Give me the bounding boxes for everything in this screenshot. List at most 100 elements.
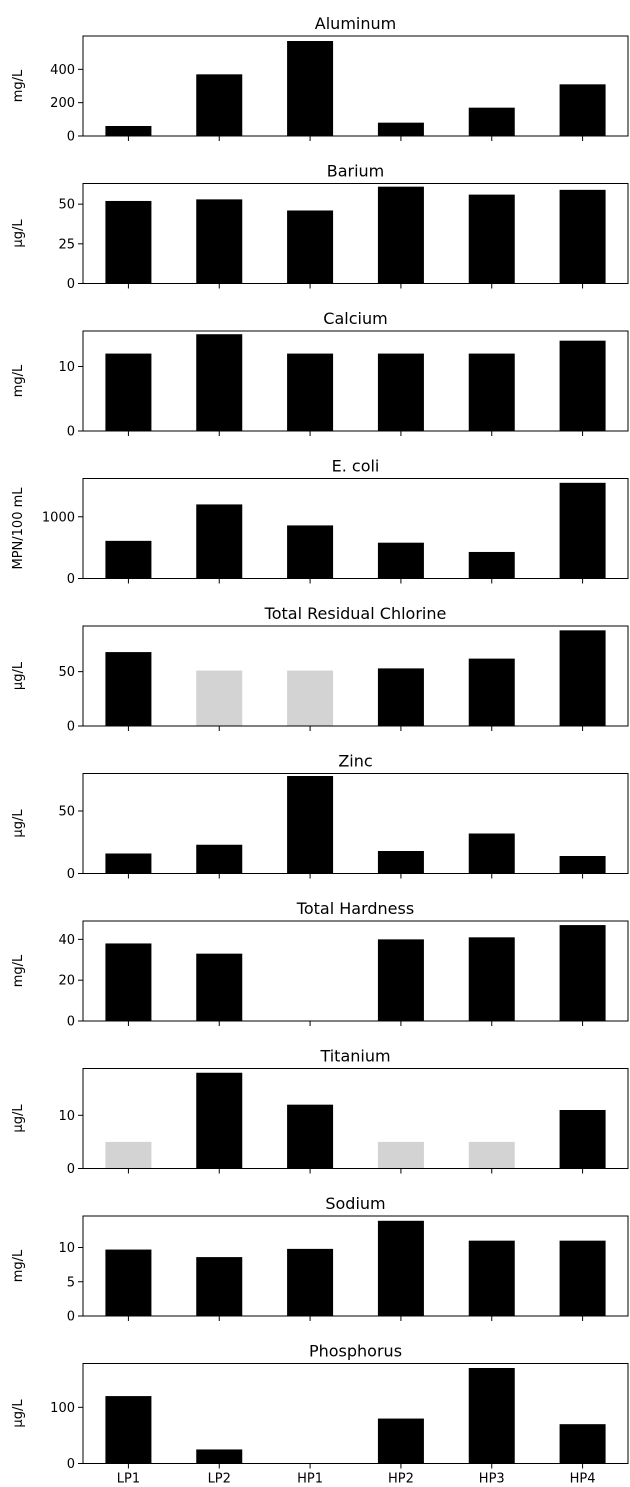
- bar: [105, 353, 152, 431]
- y-tick-label: 0: [67, 277, 75, 292]
- panel-title: Aluminum: [315, 14, 396, 33]
- bar: [377, 122, 424, 136]
- y-tick-label: 400: [50, 63, 75, 78]
- bar: [559, 925, 606, 1021]
- y-tick-label: 0: [67, 1015, 75, 1030]
- chart-panel: Aluminum 0 200 400 mg/L: [11, 14, 629, 145]
- bar: [559, 1109, 606, 1169]
- y-axis-label: μg/L: [11, 1399, 26, 1428]
- bar: [559, 340, 606, 431]
- bar-below-detection: [287, 670, 334, 726]
- panel-title: Sodium: [325, 1194, 385, 1213]
- x-tick-label: HP2: [388, 1472, 414, 1487]
- bar: [287, 210, 334, 284]
- bar: [287, 776, 334, 874]
- chart-panel: Total Residual Chlorine 0 50 μg/L: [11, 604, 629, 735]
- axes-frame: [82, 330, 629, 432]
- chart-panel: Total Hardness 0 20 40 mg/L: [11, 899, 629, 1030]
- y-axis-label: μg/L: [11, 1104, 26, 1133]
- bar: [287, 353, 334, 431]
- y-tick-label: 0: [67, 1457, 75, 1472]
- y-axis-label: μg/L: [11, 219, 26, 248]
- y-tick-label: 1000: [42, 510, 75, 525]
- y-tick-label: 50: [58, 805, 75, 820]
- y-tick-label: 25: [58, 237, 75, 252]
- bar: [196, 844, 243, 874]
- y-tick-label: 10: [58, 1241, 75, 1256]
- y-axis-label: mg/L: [11, 954, 26, 987]
- bar: [105, 853, 152, 874]
- y-tick-label: 0: [67, 1162, 75, 1177]
- bar: [196, 1449, 243, 1464]
- y-tick-label: 40: [58, 933, 75, 948]
- bar: [468, 107, 515, 136]
- axes-frame: [82, 625, 629, 727]
- bar: [105, 1396, 152, 1464]
- bar-below-detection: [377, 1141, 424, 1169]
- panel-title: Total Hardness: [296, 899, 414, 918]
- y-tick-label: 0: [67, 720, 75, 735]
- panel-title: Barium: [327, 162, 385, 181]
- bar: [468, 937, 515, 1021]
- bar: [196, 1072, 243, 1169]
- bar: [196, 504, 243, 579]
- bar: [377, 186, 424, 284]
- bar: [559, 630, 606, 726]
- bar: [468, 1240, 515, 1316]
- panel-title: Calcium: [323, 309, 387, 328]
- chart-panel: Sodium 0 5 10 mg/L: [11, 1194, 629, 1325]
- y-axis-label: μg/L: [11, 661, 26, 690]
- y-axis-label: MPN/100 mL: [11, 487, 26, 570]
- x-tick-label: HP4: [570, 1472, 596, 1487]
- x-tick-label: LP2: [208, 1472, 231, 1487]
- chart-panel: Phosphorus 0 100 μg/L LP1 LP2 HP1 HP2 HP3 HP4: [11, 1342, 629, 1487]
- bar: [287, 1248, 334, 1316]
- y-tick-label: 20: [58, 974, 75, 989]
- bar: [559, 189, 606, 284]
- bar: [468, 1367, 515, 1464]
- bar: [196, 334, 243, 431]
- bar: [105, 652, 152, 726]
- y-axis-label: mg/L: [11, 69, 26, 102]
- y-tick-label: 0: [67, 572, 75, 587]
- bar: [468, 833, 515, 874]
- y-axis-label: mg/L: [11, 364, 26, 397]
- bar: [105, 126, 152, 136]
- bar: [377, 542, 424, 579]
- axes-frame: [82, 1068, 629, 1169]
- bar: [377, 1418, 424, 1464]
- axes-frame: [82, 920, 629, 1022]
- bar: [559, 856, 606, 874]
- y-axis-label: μg/L: [11, 809, 26, 838]
- axes-frame: [82, 773, 629, 874]
- chart-panel: Titanium 0 10 μg/L: [11, 1047, 629, 1177]
- y-tick-label: 0: [67, 867, 75, 882]
- bar: [468, 658, 515, 726]
- y-tick-label: 10: [58, 1109, 75, 1124]
- y-tick-label: 200: [50, 96, 75, 111]
- bar: [196, 953, 243, 1021]
- chart-panel: Zinc 0 50 μg/L: [11, 752, 629, 882]
- y-tick-label: 0: [67, 425, 75, 440]
- y-tick-label: 10: [58, 360, 75, 375]
- bar: [196, 1257, 243, 1316]
- bar-below-detection: [196, 670, 243, 726]
- bar: [105, 1249, 152, 1316]
- y-tick-label: 0: [67, 130, 75, 145]
- chart-panel: Barium 0 25 50 μg/L: [11, 162, 629, 292]
- bar: [377, 1220, 424, 1316]
- bar: [196, 74, 243, 136]
- panel-title: Zinc: [338, 752, 372, 771]
- panel-title: Titanium: [319, 1047, 390, 1066]
- bar: [559, 482, 606, 579]
- panel-title: Phosphorus: [309, 1342, 402, 1361]
- bar: [559, 1424, 606, 1464]
- bar: [468, 353, 515, 431]
- bar: [468, 551, 515, 579]
- axes-frame: [82, 183, 629, 284]
- bar: [105, 540, 152, 579]
- bar: [559, 1240, 606, 1316]
- bar: [559, 84, 606, 136]
- bar: [468, 194, 515, 284]
